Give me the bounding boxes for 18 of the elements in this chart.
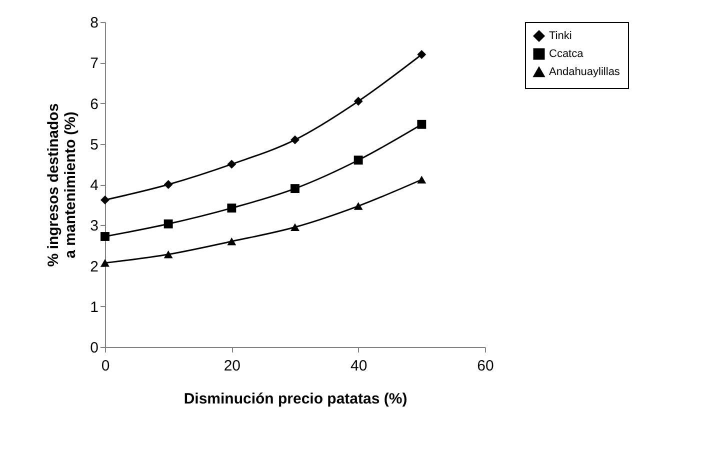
legend-label: Tinki: [549, 30, 572, 42]
y-tick-label: 6: [90, 96, 98, 113]
y-tick-label: 5: [90, 136, 98, 154]
y-tick-label: 3: [90, 218, 98, 235]
y-tick-label: 0: [90, 340, 98, 356]
y-tick-label: 2: [90, 258, 98, 276]
x-tick-label: 20: [224, 358, 241, 374]
y-tick-label: 1: [90, 298, 98, 316]
legend-label: Ccatca: [549, 48, 584, 60]
y-axis-title: % ingresos destinados a mantenimiento (%): [45, 103, 80, 267]
x-tick-label: 60: [477, 358, 494, 374]
legend-label: Andahuaylillas: [549, 66, 620, 78]
x-tick-label: 0: [101, 358, 110, 374]
x-tick-label: 40: [350, 358, 368, 374]
y-tick-label: 7: [90, 55, 98, 72]
y-tick-label: 4: [90, 177, 98, 194]
x-axis-title: Disminución precio patatas (%): [184, 390, 408, 408]
y-tick-label: 8: [90, 14, 98, 32]
